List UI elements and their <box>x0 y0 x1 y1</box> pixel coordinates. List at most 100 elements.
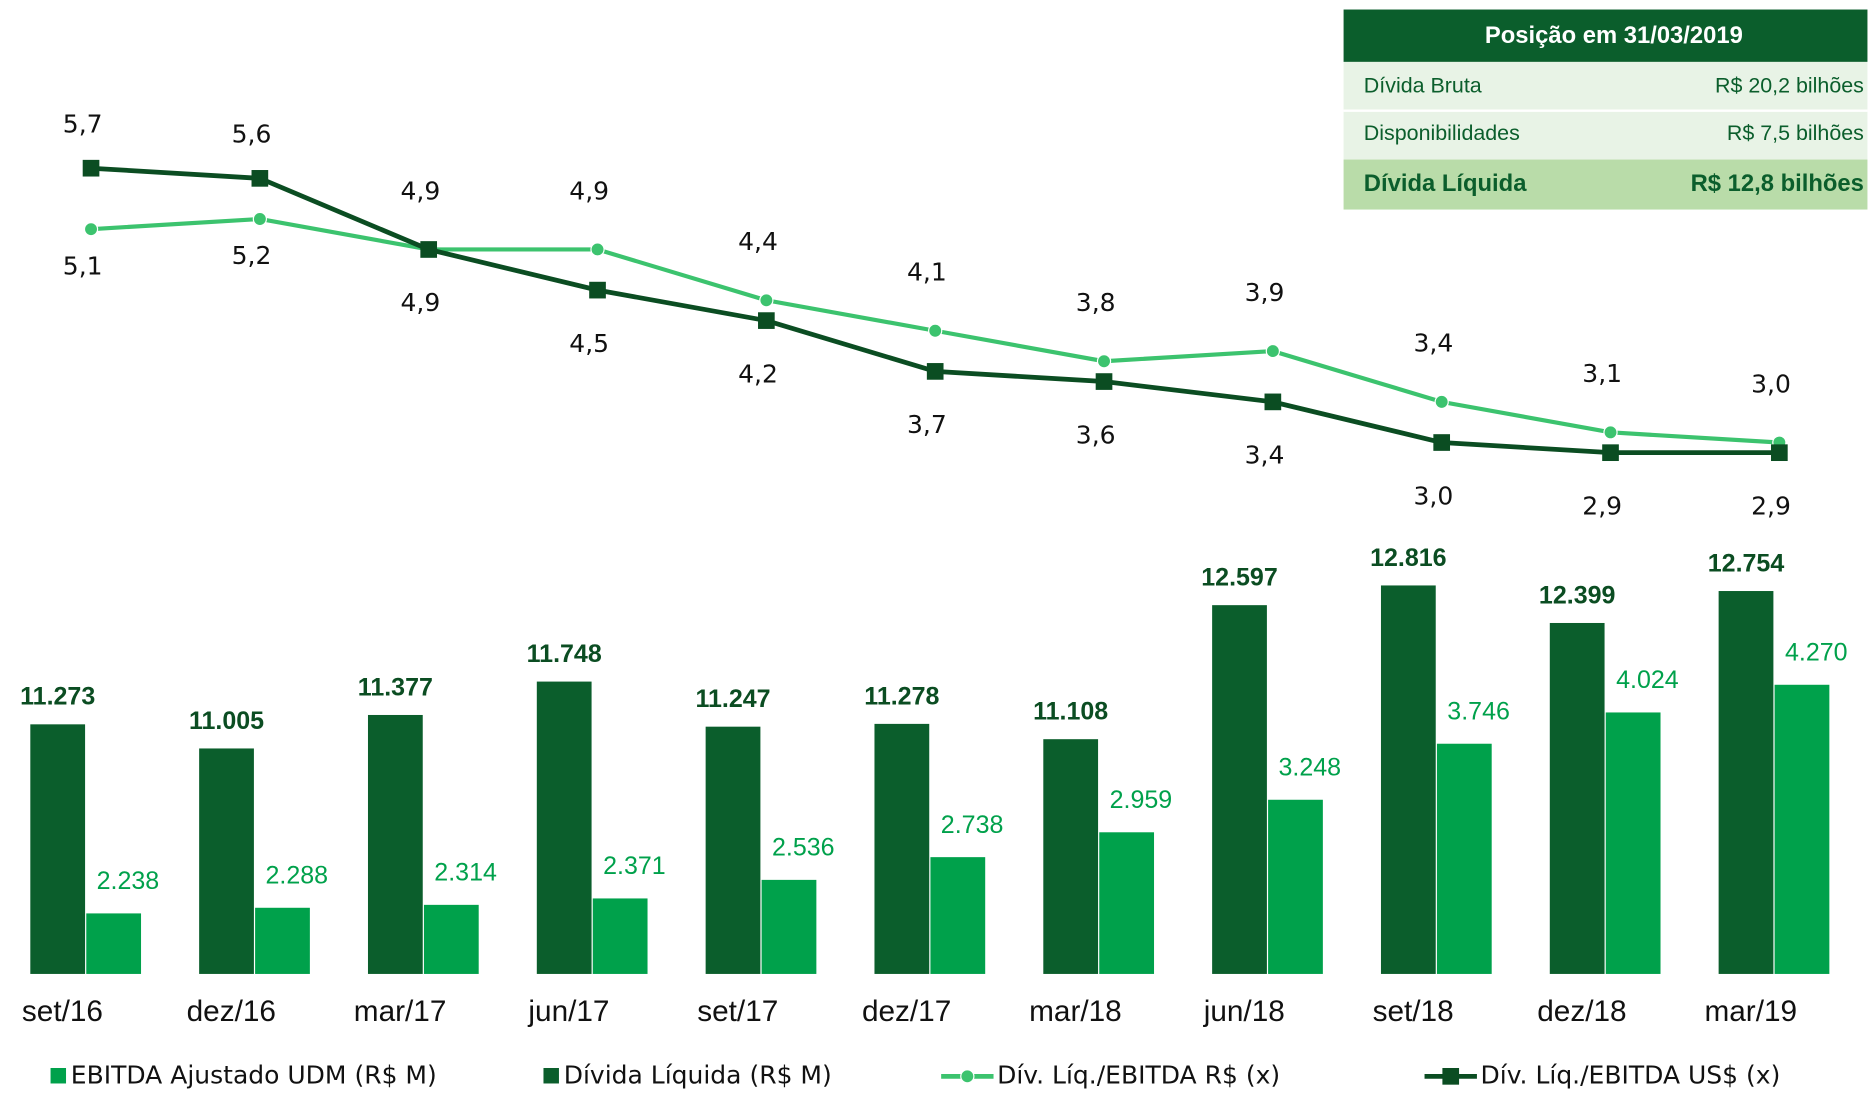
marker <box>83 222 99 237</box>
bar <box>255 907 310 974</box>
data-label: 5,7 <box>63 109 103 138</box>
data-label: 11.247 <box>695 685 770 713</box>
marker <box>758 312 775 329</box>
marker <box>1602 444 1619 462</box>
legend-swatch <box>543 1067 559 1084</box>
x-tick-label: jun/17 <box>527 995 609 1028</box>
data-label: 11.273 <box>20 683 95 711</box>
data-label: 3,7 <box>907 410 947 439</box>
x-tick-label: mar/19 <box>1704 995 1797 1028</box>
data-label: 3,1 <box>1582 359 1622 388</box>
bar <box>930 857 986 974</box>
bar <box>30 724 86 974</box>
bar <box>86 913 142 974</box>
x-tick-label: dez/16 <box>187 995 276 1028</box>
data-label: 2.738 <box>941 811 1004 839</box>
data-label: 12.399 <box>1539 581 1615 609</box>
marker <box>589 281 606 299</box>
bar <box>199 748 254 974</box>
x-tick-label: set/16 <box>22 995 103 1028</box>
bar <box>367 714 423 974</box>
table-cell: R$ 7,5 bilhões <box>1727 121 1864 145</box>
marker <box>1096 354 1112 369</box>
data-label: 11.005 <box>189 707 264 735</box>
marker <box>1265 343 1280 359</box>
legend-label: Dív. Líq./EBITDA R$ (x) <box>997 1060 1280 1089</box>
legend-swatch <box>50 1067 67 1084</box>
data-label: 3,6 <box>1076 420 1116 449</box>
data-label: 3.746 <box>1447 697 1510 725</box>
bar <box>1774 684 1830 974</box>
data-label: 3,0 <box>1751 369 1791 398</box>
bar <box>705 726 761 974</box>
data-label: 2.314 <box>434 859 497 887</box>
data-label: 12.754 <box>1708 549 1785 577</box>
data-label: 2,9 <box>1751 491 1791 520</box>
bar <box>1436 743 1492 974</box>
data-label: 2,9 <box>1582 491 1622 520</box>
data-label: 4,5 <box>569 329 609 358</box>
data-label: 11.748 <box>527 640 602 668</box>
x-tick-label: set/18 <box>1373 995 1454 1028</box>
bar <box>1212 605 1267 974</box>
legend-label: Dívida Líquida (R$ M) <box>564 1060 832 1089</box>
marker <box>420 241 438 258</box>
data-label: 2.959 <box>1110 786 1173 814</box>
marker <box>251 170 269 187</box>
bar <box>1718 591 1774 974</box>
bar <box>1605 712 1661 974</box>
data-label: 5,2 <box>232 241 272 270</box>
data-label: 3.248 <box>1278 753 1341 781</box>
data-label: 4.270 <box>1785 638 1848 666</box>
legend-label: EBITDA Ajustado UDM (R$ M) <box>71 1060 437 1089</box>
data-label: 3,4 <box>1245 441 1285 470</box>
legend-label: Dív. Líq./EBITDA US$ (x) <box>1481 1060 1781 1089</box>
bar <box>1099 832 1155 974</box>
table-cell: Dívida Bruta <box>1364 74 1482 98</box>
x-tick-label: dez/18 <box>1537 995 1626 1028</box>
marker <box>590 242 605 257</box>
data-label: 2.371 <box>603 852 666 880</box>
marker <box>1095 373 1113 390</box>
data-label: 4,9 <box>569 176 609 205</box>
data-label: 11.278 <box>864 682 939 710</box>
data-label: 4,2 <box>738 359 778 388</box>
table-cell: Disponibilidades <box>1364 121 1520 145</box>
marker <box>1264 393 1282 411</box>
data-label: 5,6 <box>232 119 272 148</box>
bar <box>536 681 592 974</box>
marker <box>1433 434 1451 451</box>
x-tick-label: jun/18 <box>1203 995 1285 1028</box>
bar <box>423 904 479 974</box>
data-label: 4,1 <box>907 258 947 287</box>
data-label: 12.597 <box>1201 564 1277 592</box>
data-label: 12.816 <box>1370 544 1446 572</box>
x-tick-label: mar/18 <box>1029 995 1122 1028</box>
bar <box>874 723 930 974</box>
bar <box>592 898 648 974</box>
data-label: 3,8 <box>1076 288 1116 317</box>
table-cell: R$ 12,8 bilhões <box>1691 170 1864 197</box>
marker <box>926 363 944 380</box>
data-label: 3,9 <box>1245 278 1285 307</box>
marker <box>759 293 774 308</box>
marker <box>82 159 100 177</box>
marker <box>252 211 268 227</box>
data-label: 2.238 <box>97 867 160 895</box>
data-label: 4,4 <box>738 227 778 256</box>
table-total-row <box>1343 159 1868 210</box>
data-label: 4,9 <box>400 288 440 317</box>
marker <box>1603 425 1618 440</box>
data-label: 2.288 <box>265 861 328 889</box>
data-label: 3,0 <box>1413 481 1453 510</box>
data-label: 4.024 <box>1616 666 1679 694</box>
table-header <box>1343 9 1868 62</box>
data-label: 2.536 <box>772 834 835 862</box>
x-tick-label: set/17 <box>697 995 778 1028</box>
bar <box>1380 585 1436 974</box>
bar <box>1268 799 1323 974</box>
bar <box>1549 622 1605 974</box>
x-tick-label: mar/17 <box>354 995 447 1028</box>
marker <box>1771 444 1788 462</box>
